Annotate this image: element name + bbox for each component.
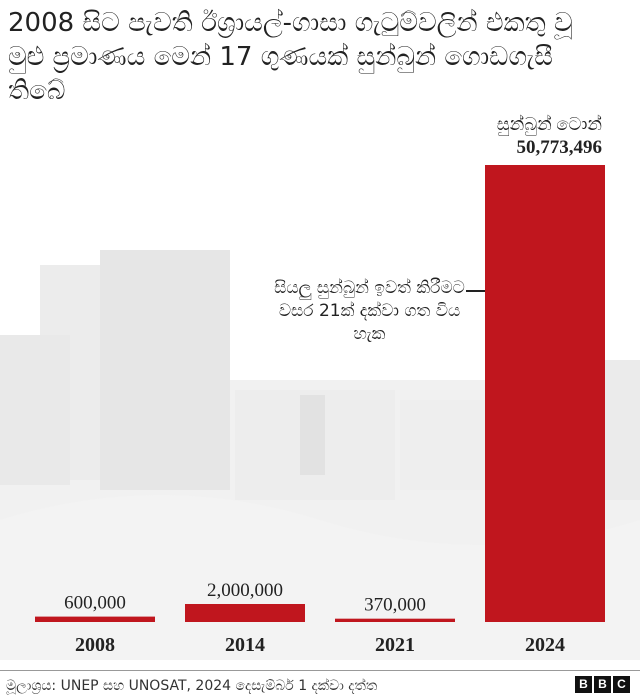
- value-label: 2,000,000: [207, 580, 283, 601]
- bar: [185, 603, 305, 622]
- value-label: 50,773,496: [517, 137, 603, 158]
- bbc-logo: B B C: [575, 676, 630, 693]
- unit-label: සුන්බුන් ටොන්: [497, 114, 602, 136]
- bbc-logo-letter: C: [613, 676, 630, 693]
- footer-divider: [0, 670, 640, 671]
- value-label: 370,000: [364, 595, 426, 616]
- bar: [485, 165, 605, 622]
- category-label: 2008: [75, 634, 115, 656]
- category-label: 2024: [525, 634, 565, 656]
- bar: [335, 618, 455, 622]
- bbc-logo-letter: B: [575, 676, 592, 693]
- annotation-text: සියලු සුන්බුන් ඉවත් කිරීමට වසර 21ක් දක්ව…: [274, 278, 465, 344]
- chart-title: 2008 සිට පැවති ඊශ්‍රායල්-ගාසා ගැටුම්වලින…: [8, 8, 573, 106]
- bbc-logo-letter: B: [594, 676, 611, 693]
- value-label: 600,000: [64, 593, 126, 614]
- bar: [35, 616, 155, 622]
- footer: මූලාශ්‍රය: UNEP සහ UNOSAT, 2024 දෙසැම්බර…: [0, 670, 640, 700]
- category-label: 2014: [225, 634, 265, 656]
- source-text: මූලාශ්‍රය: UNEP සහ UNOSAT, 2024 දෙසැම්බර…: [6, 678, 378, 694]
- category-label: 2021: [375, 634, 415, 656]
